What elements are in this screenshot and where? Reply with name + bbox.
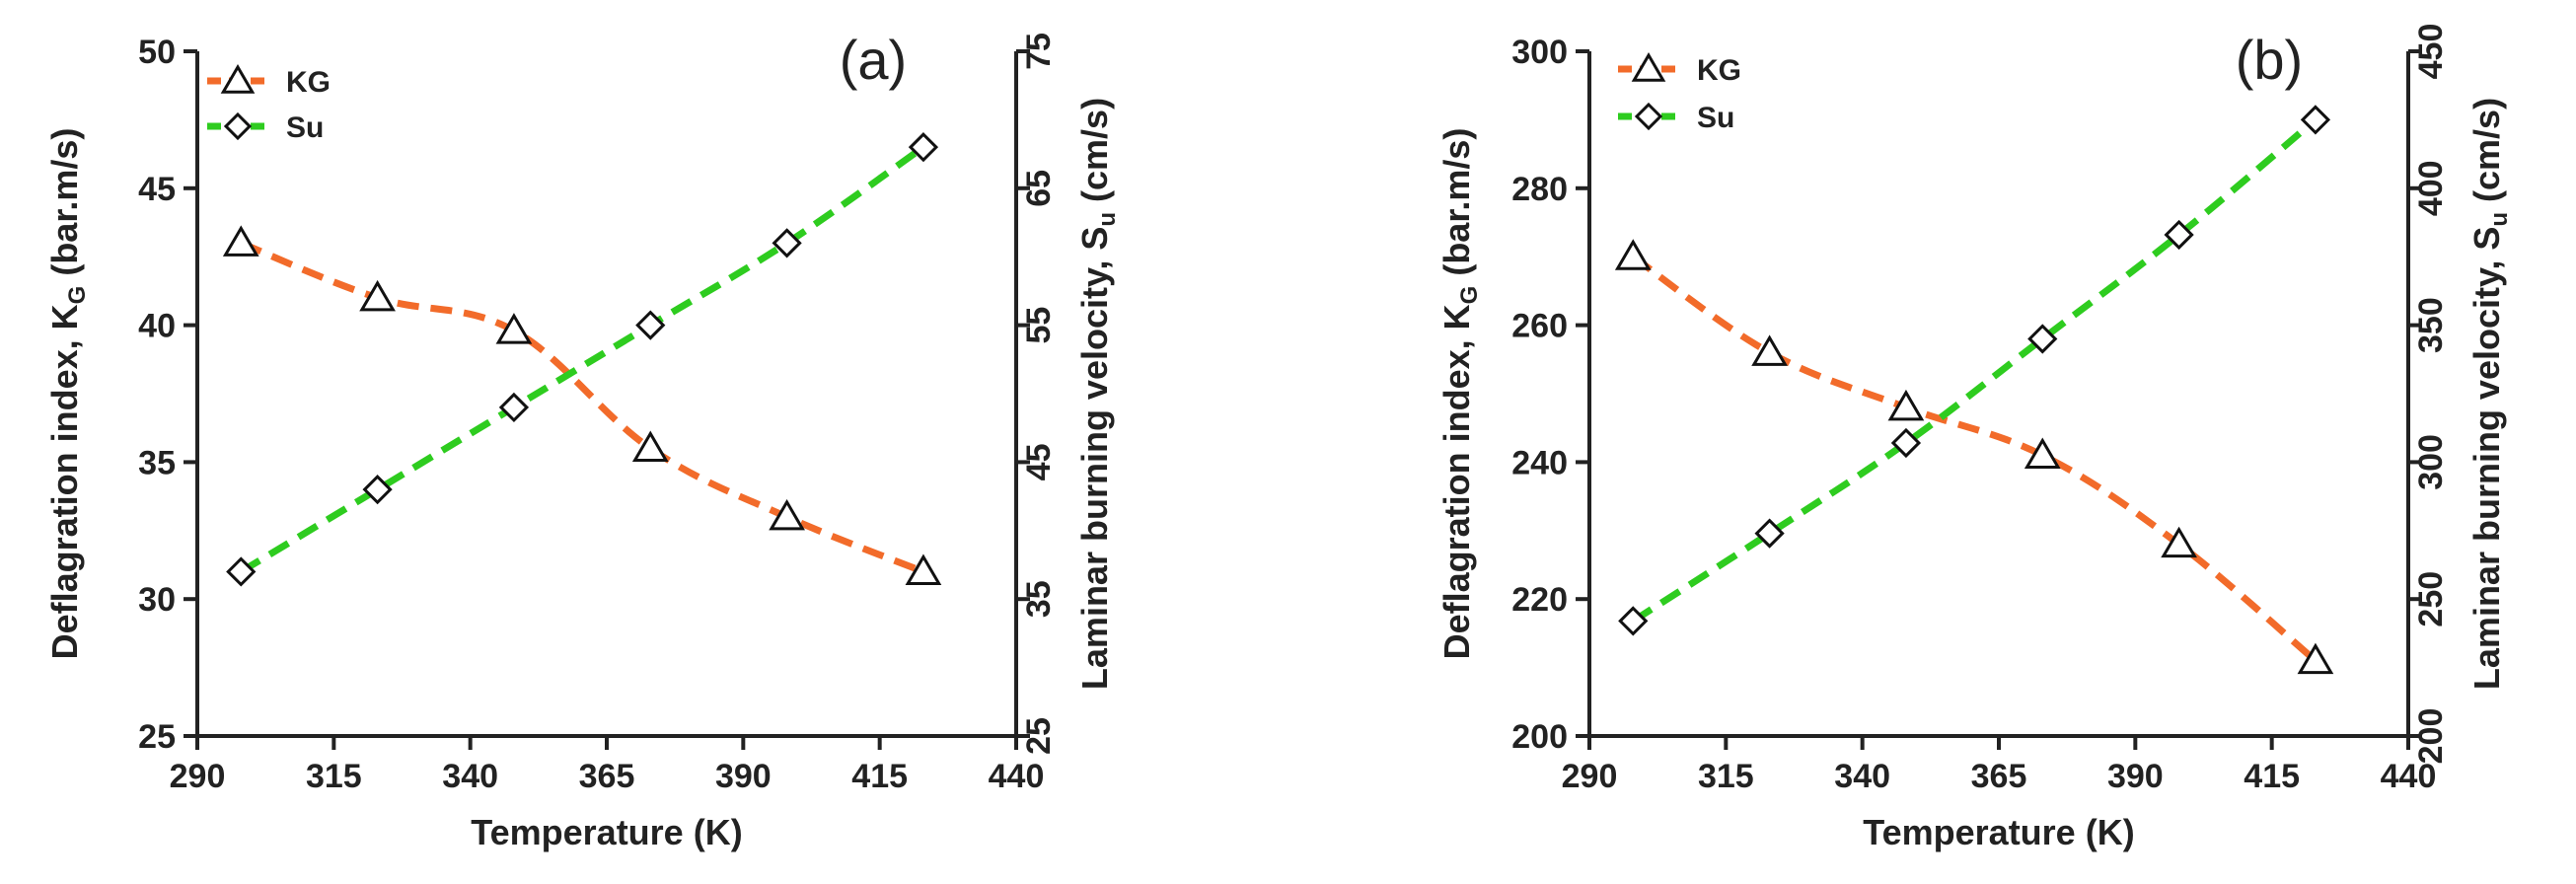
x-tick-label: 390 [2107,758,2164,795]
data-point-su [362,475,393,505]
y-tick-label: 35 [138,444,176,481]
y-axis-label-unit: (bar.m/s) [1436,128,1477,286]
chart-panel-b: 290 315 340 365 390 415 4402002202402602803002… [1436,24,2513,852]
data-point-su [772,228,802,258]
y2-tick-label: 450 [2412,24,2450,80]
legend-marker-kg [1631,52,1666,82]
y2-tick-label: 350 [2412,297,2450,353]
y-tick-label: 40 [138,308,176,345]
chart-panel-a: 290 315 340 365 390 415 4402530354045502535455… [44,29,1121,852]
y2-tick-label: 250 [2412,571,2450,627]
x-tick-label: 390 [715,758,772,795]
data-point-su [2027,324,2058,354]
data-point-kg [2297,642,2334,675]
y2-axis-label-unit: (cm/s) [1074,98,1115,212]
data-point-su [1754,518,1785,549]
y2-axis-label-main: Laminar burning velocity, S [2466,227,2507,690]
y2-tick-label: 25 [1020,717,1058,755]
y-axis-label: Deflagration index, KG (bar.m/s) [44,128,91,660]
y2-tick-label: 75 [1020,33,1058,70]
series-line-su [1631,116,2318,625]
panel-label: (b) [2236,29,2303,91]
y-axis-label-subscript: G [64,286,91,305]
data-point-su [226,556,257,587]
y-axis-label: Deflagration index, KG (bar.m/s) [1436,128,1483,660]
x-axis-label: Temperature (K) [1863,812,2134,852]
data-point-kg [631,430,669,463]
data-point-su [1890,427,1922,459]
data-point-su [908,132,939,163]
legend-marker-su [1634,102,1663,131]
data-point-kg [1614,239,1652,270]
y2-tick-label: 300 [2412,434,2450,490]
data-point-kg [359,279,396,312]
x-tick-label: 290 [170,758,226,795]
y2-axis-label-unit: (cm/s) [2466,98,2507,212]
x-tick-label: 340 [1834,758,1890,795]
data-point-kg [495,313,533,344]
y-axis-label-subscript: G [1456,286,1483,305]
data-point-su [2300,105,2331,135]
series-line-kg [239,240,925,575]
data-point-kg [769,498,805,531]
x-tick-label: 415 [851,758,908,795]
data-point-kg [1751,334,1788,366]
y-tick-label: 240 [1511,444,1568,481]
data-point-su [635,310,666,340]
y-axis-label-unit: (bar.m/s) [44,128,85,286]
y2-tick-label: 55 [1020,307,1058,344]
legend-label-kg: KG [1697,54,1741,87]
data-point-kg [905,553,942,585]
series-line-su [239,144,925,575]
y2-tick-label: 65 [1020,170,1058,207]
x-tick-label: 440 [989,758,1045,795]
x-tick-label: 290 [1562,758,1618,795]
data-point-kg [1887,389,1925,421]
x-tick-label: 365 [579,758,635,795]
legend-marker-kg [220,64,256,94]
panel-label: (a) [840,29,907,91]
y-tick-label: 45 [138,171,176,208]
data-point-su [498,392,530,423]
x-tick-label: 365 [1971,758,2027,795]
y-tick-label: 50 [138,34,176,71]
x-axis-label: Temperature (K) [471,812,742,852]
legend-marker-su [223,111,253,141]
y2-axis-label-main: Laminar burning velocity, S [1074,227,1115,690]
data-point-su [1618,606,1649,636]
y2-tick-label: 35 [1020,580,1058,618]
y-tick-label: 280 [1511,171,1568,208]
legend-label-kg: KG [286,66,331,99]
x-tick-label: 340 [442,758,498,795]
y2-axis-label-subscript: u [2486,212,2513,227]
x-tick-label: 315 [1698,758,1754,795]
y-tick-label: 300 [1511,34,1568,71]
data-point-kg [2024,437,2061,469]
data-point-su [2164,219,2194,251]
y2-tick-label: 200 [2412,708,2450,765]
y2-axis-label: Laminar burning velocity, Su (cm/s) [1074,98,1121,690]
x-tick-label: 315 [306,758,362,795]
y-tick-label: 30 [138,581,176,619]
y-tick-label: 200 [1511,718,1568,756]
x-tick-label: 440 [2381,758,2437,795]
legend-label-su: Su [1697,102,1734,134]
y-axis-label-main: Deflagration index, K [1436,304,1477,659]
x-tick-label: 415 [2244,758,2300,795]
data-point-kg [2161,526,2197,558]
y2-axis-label-subscript: u [1094,212,1121,227]
data-point-kg [222,225,259,257]
y2-axis-label: Laminar burning velocity, Su (cm/s) [2466,98,2513,690]
y2-tick-label: 45 [1020,443,1058,480]
y-axis-label-main: Deflagration index, K [44,304,85,659]
y-tick-label: 220 [1511,581,1568,619]
y-tick-label: 260 [1511,308,1568,345]
legend-label-su: Su [286,111,324,144]
series-line-kg [1631,254,2318,664]
y2-tick-label: 400 [2412,160,2450,216]
y-tick-label: 25 [138,718,176,756]
